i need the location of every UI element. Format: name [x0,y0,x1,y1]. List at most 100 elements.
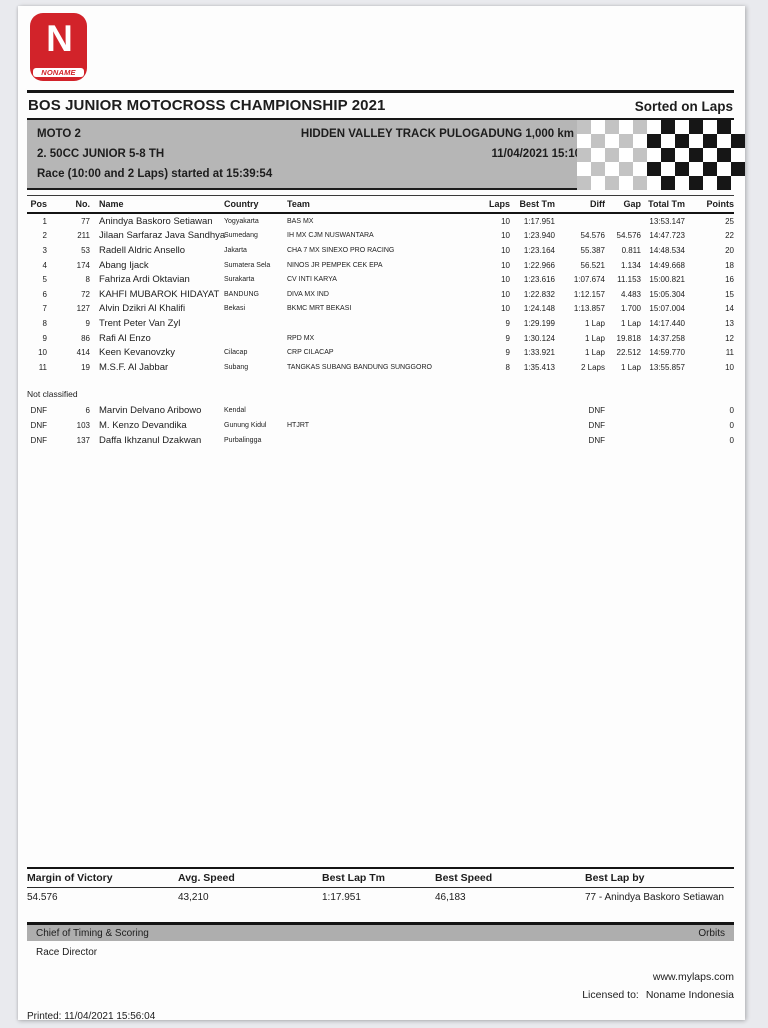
cell-gap: 54.576 [616,231,641,241]
event-datetime: 11/04/2021 15:10 [491,148,581,160]
cell-points: 12 [725,333,734,343]
flag-square [717,148,731,162]
flag-square [675,148,689,162]
table-row: DNF 6 Marvin Delvano Aribowo Kendal DNF 0 [27,403,734,418]
cell-total-tm: 14:49.668 [649,260,685,270]
cell-no: 8 [85,275,90,285]
flag-square [577,148,591,162]
results-header-row: Pos No. Name Country Team Laps Best Tm D… [27,195,734,214]
cell-no: 137 [76,435,90,445]
noname-logo: N NONAME [30,13,87,81]
flag-square [703,134,717,148]
cell-team: DIVA MX IND [287,290,329,298]
cell-name: Abang Ijack [99,259,149,271]
col-header-diff: Diff [590,199,605,209]
flag-square [717,134,731,148]
cell-team: BAS MX [287,217,314,225]
cell-no: 174 [76,260,90,270]
cell-pos: 7 [42,304,47,314]
logo-n-icon: N [46,18,73,59]
cell-points: 14 [725,304,734,314]
cell-points: 0 [729,435,734,445]
flag-square [661,134,675,148]
flag-square [619,176,633,190]
cell-laps: 10 [501,275,510,285]
cell-total-tm: 15:05.304 [649,289,685,299]
cell-points: 11 [725,348,734,358]
cell-total-tm: 14:47.723 [649,231,685,241]
cell-country: Gunung Kidul [224,421,267,429]
cell-pos: 11 [38,362,47,372]
cell-best-tm: 1:22.966 [523,260,555,270]
event-line-2: 2. 50CC JUNIOR 5-8 TH 11/04/2021 15:10 [37,147,734,161]
race-director-label: Race Director [36,947,98,958]
flag-square [717,162,731,176]
event-line-1: MOTO 2 HIDDEN VALLEY TRACK PULOGADUNG 1,… [37,127,734,141]
flag-square [661,162,675,176]
flag-square [661,176,675,190]
table-row: DNF 103 M. Kenzo Devandika Gunung Kidul HTJR… [27,418,734,433]
cell-points: 0 [729,420,734,430]
flag-square [647,120,661,134]
classified-results: 1 77 Anindya Baskoro Setiawan Yogyakarta BAS… [27,214,734,375]
flag-square [605,120,619,134]
flag-square [619,162,633,176]
licensed-to-value: Noname Indonesia [645,988,734,1001]
flag-square [591,120,605,134]
cell-gap: 19.818 [616,333,641,343]
flag-square [731,176,745,190]
cell-gap: 4.483 [620,289,641,299]
cell-pos: 8 [42,318,47,328]
cell-gap: 11.153 [617,275,641,285]
cell-gap: 0.811 [621,245,641,255]
cell-total-tm: 14:48.534 [649,245,685,255]
cell-country: Sumedang [224,232,258,240]
timing-official-label: Chief of Timing & Scoring [36,927,149,939]
flag-square [689,176,703,190]
flag-square [591,134,605,148]
cell-laps: 10 [501,304,510,314]
stat-header-margin: Margin of Victory [27,872,113,884]
cell-name: Rafi Al Enzo [99,332,151,344]
flag-square [647,176,661,190]
cell-best-tm: 1:17.951 [523,216,555,226]
not-classified-results: DNF 6 Marvin Delvano Aribowo Kendal DNF 0 DNF 1… [27,403,734,448]
cell-best-tm: 1:35.413 [523,362,555,372]
cell-name: Fahriza Ardi Oktavian [99,274,190,286]
not-classified-label: Not classified [27,388,78,399]
flag-square [605,134,619,148]
cell-diff: 1 Lap [584,348,605,358]
cell-pos: 10 [38,348,47,358]
flag-square [675,162,689,176]
cell-name: Anindya Baskoro Setiawan [99,215,213,227]
flag-square [731,134,745,148]
table-row: 3 53 Radell Aldric Ansello Jakarta CHA 7 MX … [27,243,734,258]
cell-no: 211 [77,231,90,241]
cell-team: CV INTI KARYA [287,276,337,284]
cell-no: 9 [85,318,90,328]
cell-diff: 1 Lap [584,333,605,343]
page-bottom-section: Margin of Victory Avg. Speed Best Lap Tm… [27,867,734,1022]
flag-square [591,176,605,190]
cell-points: 22 [725,231,734,241]
table-row: 5 8 Fahriza Ardi Oktavian Surakarta CV INTI … [27,272,734,287]
cell-diff: DNF [588,420,605,430]
cell-team: TANGKAS SUBANG BANDUNG SUNGGORO [287,363,432,371]
table-row: 9 86 Rafi Al Enzo RPD MX 9 1:30.124 1 Lap 19.81… [27,331,734,346]
stats-values-row: 54.576 43,210 1:17.951 46,183 77 - Anind… [27,888,734,913]
cell-gap: 1.134 [620,260,641,270]
cell-country: Cilacap [224,349,248,357]
cell-points: 18 [725,260,734,270]
flag-square [647,148,661,162]
cell-country: BANDUNG [224,290,260,298]
cell-name: Marvin Delvano Aribowo [99,404,202,416]
cell-diff: 1:12.157 [573,289,605,299]
cell-pos: 1 [42,216,47,226]
race-statistics: Margin of Victory Avg. Speed Best Lap Tm… [27,867,734,913]
officials-bar: Chief of Timing & Scoring Orbits [27,922,734,941]
cell-name: Daffa Ikhzanul Dzakwan [99,434,202,446]
cell-best-tm: 1:33.921 [523,348,555,358]
flag-square [703,148,717,162]
stat-header-best-speed: Best Speed [435,872,493,884]
cell-points: 25 [725,216,734,226]
